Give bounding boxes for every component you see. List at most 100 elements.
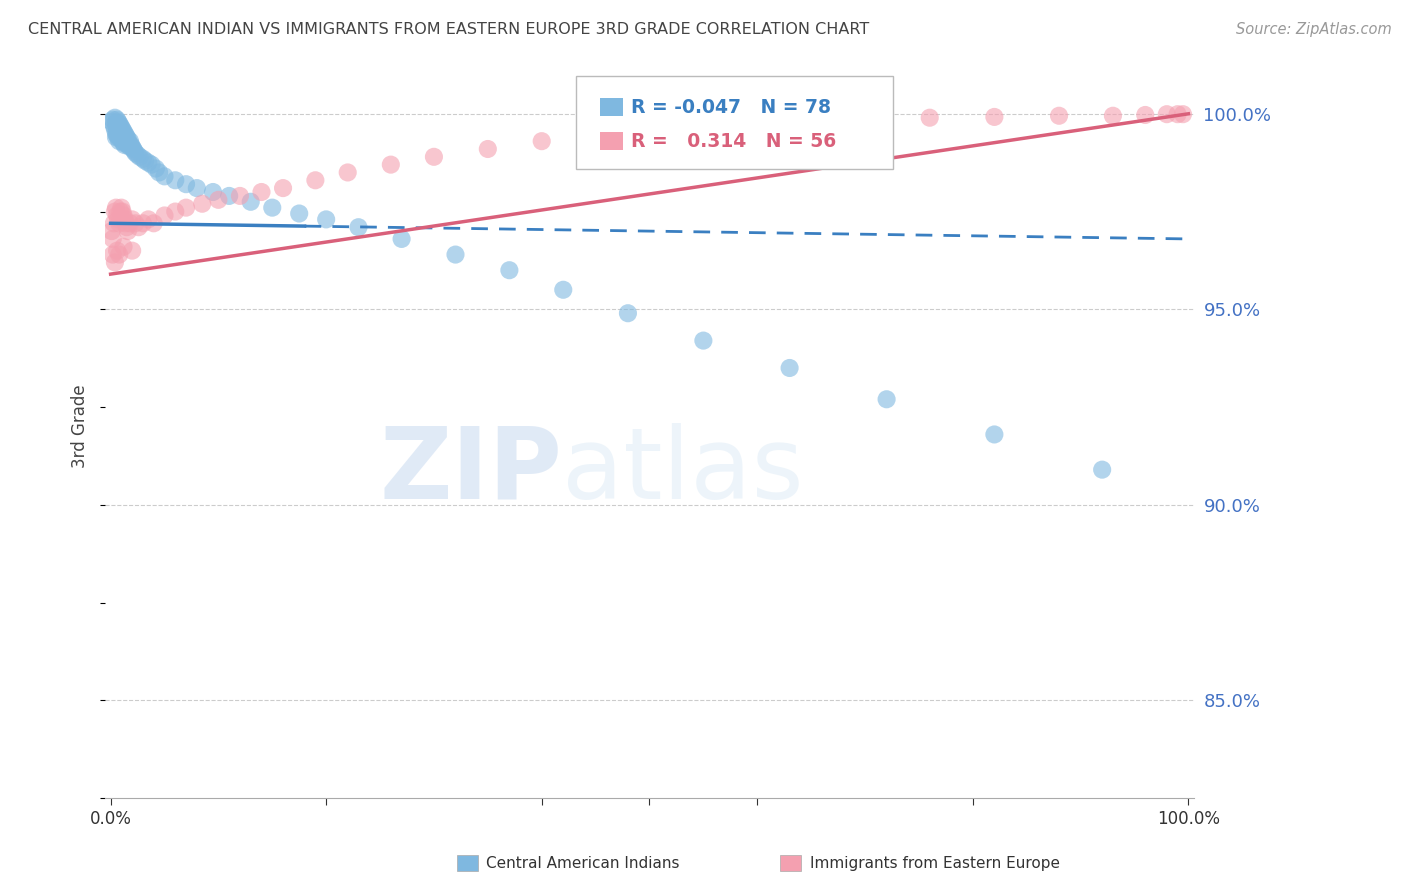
Point [118, 216, 141, 230]
Point [110, 120, 132, 135]
Point [104, 204, 127, 219]
Point [108, 128, 131, 143]
Point [391, 232, 413, 246]
Point [100, 114, 122, 128]
Point [724, 119, 747, 133]
Point [207, 193, 229, 207]
Point [477, 142, 499, 156]
Point [120, 138, 142, 153]
Point [108, 247, 131, 261]
Point [114, 216, 136, 230]
Point [142, 216, 165, 230]
Point [136, 155, 159, 169]
Point [103, 119, 125, 133]
Point [779, 361, 801, 376]
Point [114, 128, 136, 143]
Point [122, 142, 145, 156]
Point [789, 114, 811, 128]
Point [110, 126, 132, 140]
Point [444, 247, 467, 261]
Point [108, 122, 131, 136]
Point [983, 110, 1005, 124]
Point [134, 153, 156, 168]
Point [153, 169, 176, 184]
Point [107, 124, 129, 138]
Point [104, 130, 127, 145]
Point [1091, 463, 1114, 477]
Point [148, 165, 170, 179]
Point [105, 244, 128, 258]
Point [111, 128, 134, 143]
Point [105, 209, 128, 223]
Point [165, 173, 187, 187]
Point [114, 134, 136, 148]
Point [115, 136, 138, 150]
Text: R = -0.047   N = 78: R = -0.047 N = 78 [631, 98, 831, 117]
Point [114, 212, 136, 227]
Point [111, 134, 134, 148]
Point [115, 220, 138, 235]
Point [101, 232, 124, 246]
Point [145, 161, 167, 176]
Point [112, 130, 135, 145]
Point [111, 122, 134, 136]
Point [186, 181, 208, 195]
Point [105, 117, 128, 131]
Point [174, 201, 197, 215]
Point [105, 112, 128, 127]
Point [104, 126, 127, 140]
Point [128, 150, 150, 164]
Point [218, 189, 240, 203]
Point [692, 334, 714, 348]
Y-axis label: 3rd Grade: 3rd Grade [72, 384, 89, 468]
Point [104, 117, 127, 131]
Point [114, 126, 136, 140]
Point [124, 145, 146, 160]
Point [118, 136, 141, 150]
Point [105, 122, 128, 136]
Point [136, 212, 159, 227]
Point [659, 122, 682, 136]
Point [498, 263, 520, 277]
Point [239, 194, 262, 209]
Point [853, 112, 876, 127]
Point [118, 134, 141, 148]
Point [101, 112, 124, 127]
Point [250, 185, 273, 199]
Point [110, 132, 132, 146]
Point [115, 130, 138, 145]
Point [112, 124, 135, 138]
Point [112, 209, 135, 223]
Point [104, 122, 127, 136]
Point [108, 134, 131, 148]
Point [105, 128, 128, 143]
Point [1167, 107, 1189, 121]
Point [174, 177, 197, 191]
Point [121, 140, 143, 154]
Text: R =   0.314   N = 56: R = 0.314 N = 56 [631, 132, 837, 151]
Point [127, 148, 149, 162]
Point [347, 220, 370, 235]
Text: Source: ZipAtlas.com: Source: ZipAtlas.com [1236, 22, 1392, 37]
Point [128, 220, 150, 235]
Point [117, 132, 139, 146]
Point [118, 140, 141, 154]
Point [423, 150, 446, 164]
Point [117, 224, 139, 238]
Point [104, 255, 127, 269]
Point [288, 206, 311, 220]
Point [110, 119, 132, 133]
Point [112, 136, 135, 150]
Point [271, 181, 294, 195]
Point [121, 244, 143, 258]
Point [132, 152, 155, 166]
Point [165, 204, 187, 219]
Point [595, 126, 617, 140]
Point [103, 216, 125, 230]
Point [876, 392, 898, 407]
Point [112, 240, 135, 254]
Point [530, 134, 553, 148]
Point [110, 124, 132, 138]
Point [1047, 109, 1070, 123]
Point [191, 196, 214, 211]
